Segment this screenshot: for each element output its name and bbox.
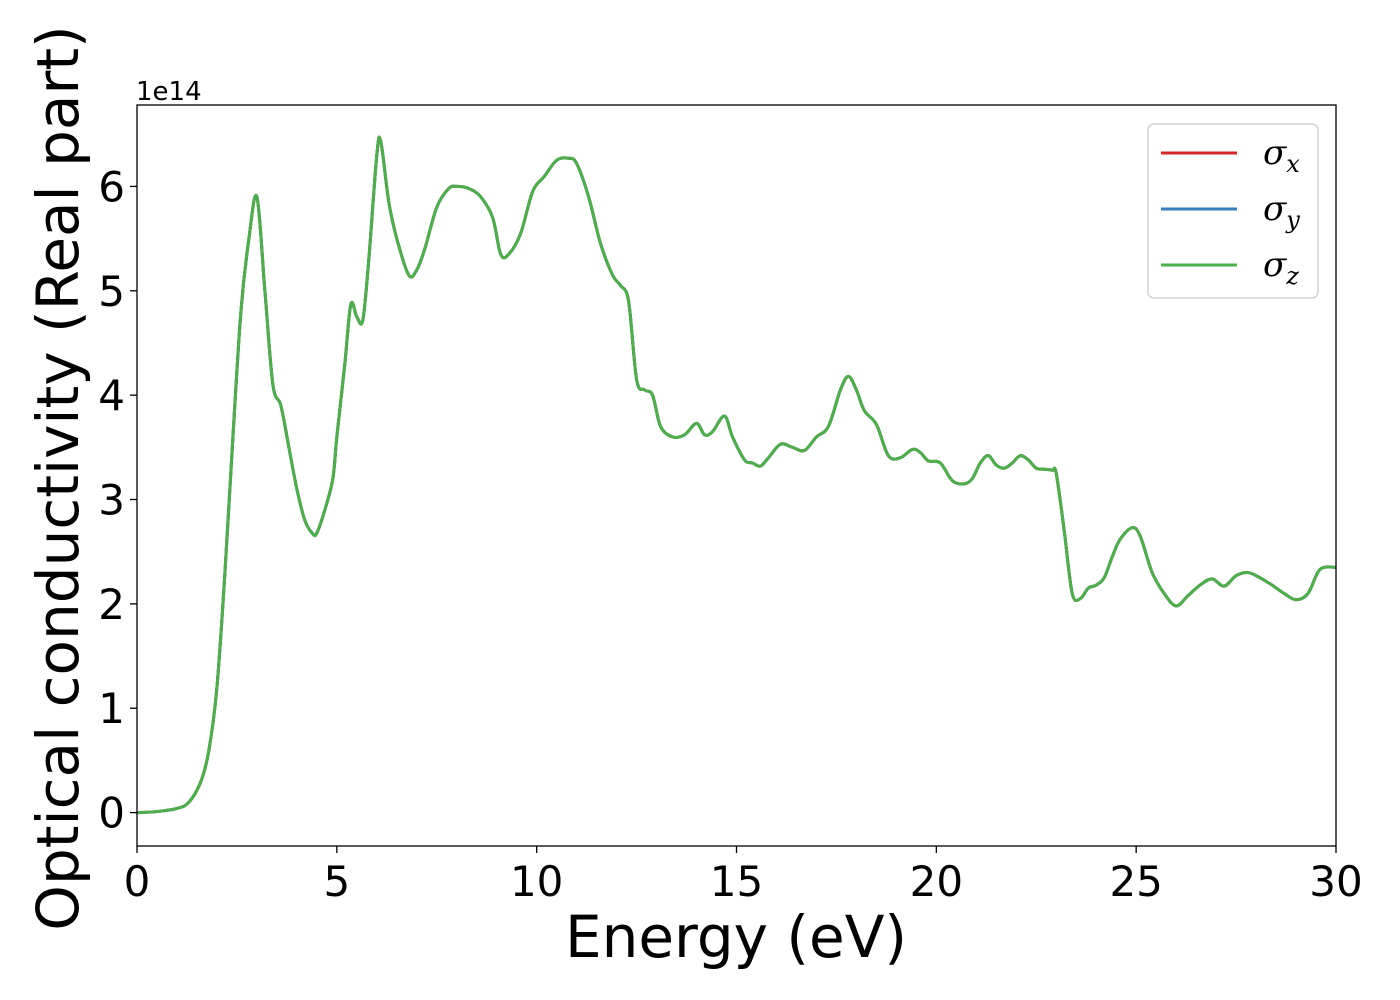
x-tick-label: 25 [1109, 857, 1162, 906]
y-axis-ticks: 0 1 2 3 4 5 6 [98, 162, 137, 838]
legend-label-base: σ [1263, 189, 1287, 229]
plot-frame [136, 104, 1337, 847]
y-offset-label: 1e14 [136, 77, 202, 107]
y-tick-label: 0 [98, 789, 125, 838]
y-tick-label: 3 [98, 476, 125, 525]
legend-box [1147, 123, 1319, 299]
series-line-z [136, 135, 1337, 815]
x-axis-label: Energy (eV) [565, 903, 907, 971]
x-tick-label: 5 [323, 857, 350, 906]
legend-label-x: σx [1263, 133, 1300, 178]
legend-label-z: σz [1263, 245, 1299, 290]
legend-label-subscript: z [1285, 262, 1299, 290]
x-tick-label: 10 [510, 857, 563, 906]
y-tick-label: 5 [98, 267, 125, 316]
legend-label-subscript: x [1286, 150, 1300, 178]
x-tick-label: 20 [910, 857, 963, 906]
plot-area [137, 105, 1336, 846]
y-tick-label: 2 [98, 580, 125, 629]
legend-label-subscript: y [1285, 206, 1300, 234]
legend-label-base: σ [1263, 133, 1287, 173]
y-tick-label: 1 [98, 684, 125, 733]
legend-label-base: σ [1263, 245, 1287, 285]
y-axis-label: Optical conductivity (Real part) [24, 25, 92, 930]
series-lines [136, 135, 1337, 815]
x-tick-label: 30 [1309, 857, 1362, 906]
y-tick-label: 4 [98, 371, 125, 420]
y-tick-label: 6 [98, 162, 125, 211]
legend-label-y: σy [1263, 189, 1300, 234]
x-tick-label: 0 [124, 857, 151, 906]
x-tick-label: 15 [710, 857, 763, 906]
x-axis-ticks: 0 5 10 15 20 25 30 [124, 846, 1363, 906]
